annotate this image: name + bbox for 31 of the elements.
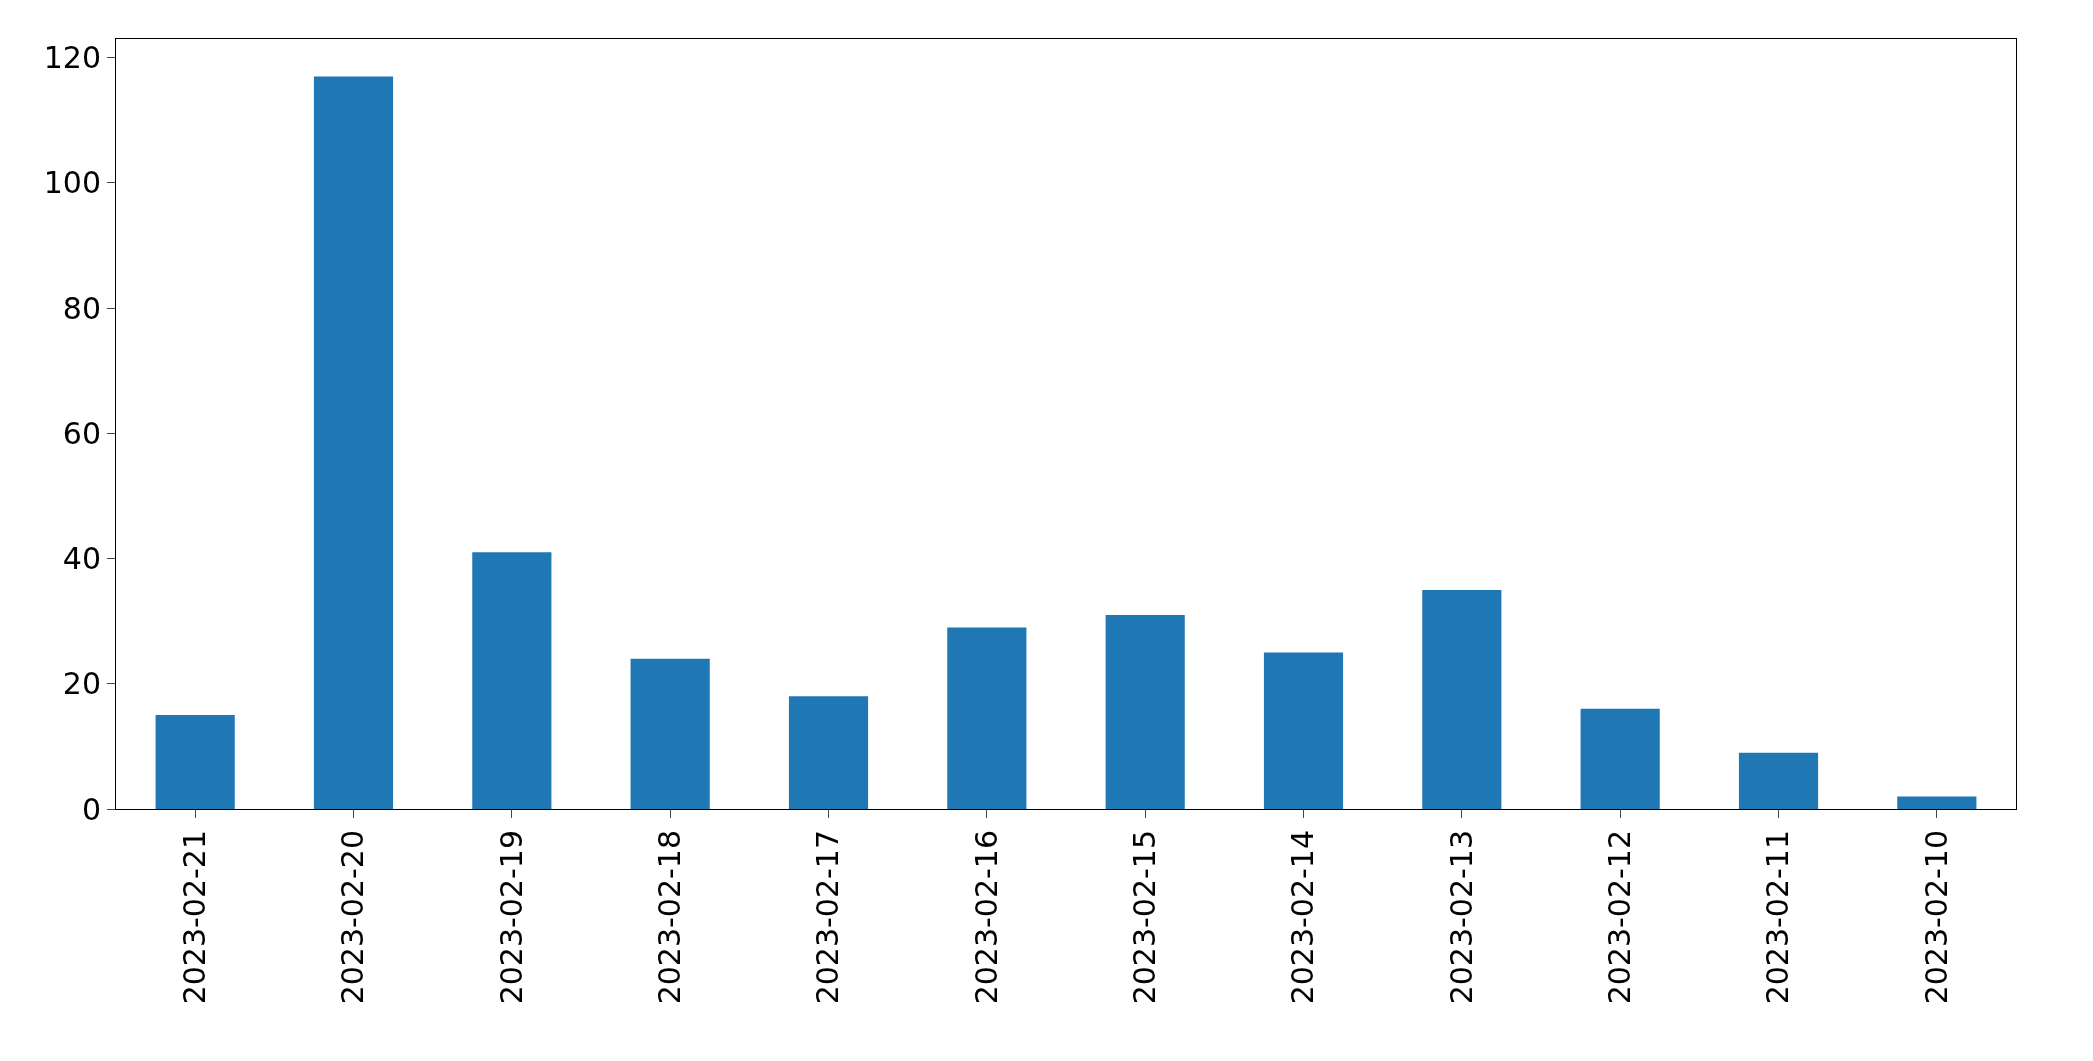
x-tick-label: 2023-02-20 <box>335 830 371 1005</box>
x-tick-label: 2023-02-12 <box>1601 830 1637 1005</box>
bar <box>1897 796 1977 809</box>
bar <box>1263 652 1344 809</box>
y-tick-label: 120 <box>43 40 101 76</box>
y-tick-label: 100 <box>43 165 101 201</box>
x-tick-label: 2023-02-19 <box>493 830 529 1005</box>
x-tick-label: 2023-02-17 <box>810 830 846 1005</box>
y-tick-label: 60 <box>62 415 101 451</box>
bar <box>630 658 710 809</box>
bar <box>472 552 552 809</box>
x-tick-label: 2023-02-10 <box>1918 830 1954 1005</box>
bar <box>1738 752 1819 809</box>
x-tick-label: 2023-02-21 <box>176 830 212 1005</box>
x-tick-label: 2023-02-15 <box>1126 830 1162 1005</box>
x-tick-label: 2023-02-13 <box>1443 830 1479 1005</box>
x-tick-label: 2023-02-16 <box>968 830 1004 1005</box>
bar <box>313 76 394 809</box>
bar <box>1422 589 1502 809</box>
bar <box>788 696 869 809</box>
y-tick-label: 40 <box>62 541 101 577</box>
y-tick-label: 20 <box>62 666 101 702</box>
bar <box>1580 708 1660 809</box>
x-tick-label: 2023-02-18 <box>651 830 687 1005</box>
bar <box>155 715 235 809</box>
x-tick-label: 2023-02-11 <box>1760 830 1796 1005</box>
bar <box>947 627 1027 809</box>
bar <box>1105 614 1185 809</box>
x-tick-label: 2023-02-14 <box>1285 830 1321 1005</box>
y-tick-label: 80 <box>62 290 101 326</box>
y-tick-label: 0 <box>81 791 101 827</box>
